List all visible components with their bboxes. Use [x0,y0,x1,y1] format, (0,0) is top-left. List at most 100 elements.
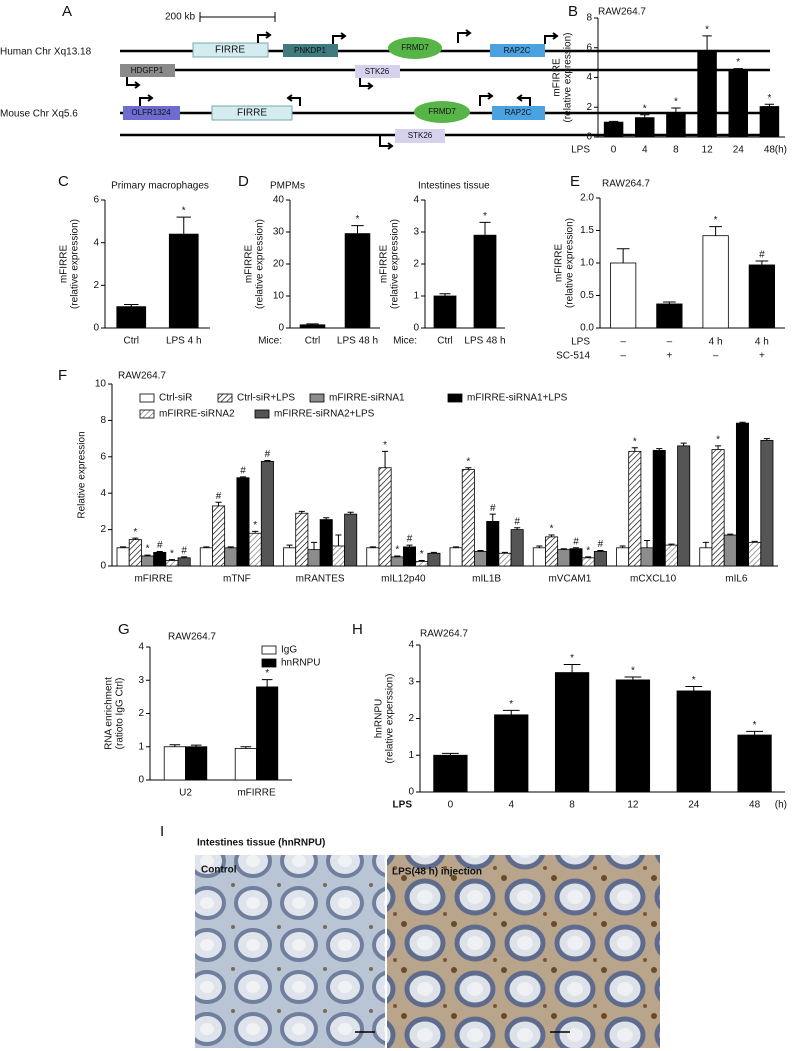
error-bar [619,545,626,548]
error-bar [394,555,401,557]
error-bar [168,559,175,561]
error-bar [298,510,305,514]
y-axis-label: (relative expression) [563,32,574,122]
gene [492,106,545,120]
bar [759,106,780,138]
y-axis-label: RNA enrichment [104,677,115,750]
bar [748,541,762,567]
bar [128,539,142,567]
bar [185,746,208,781]
y-tick-label: 1 [408,750,414,761]
y-tick-label: 10 [273,291,285,302]
y-tick-label: 40 [273,195,285,206]
bar [199,547,213,567]
significance-mark: * [133,527,137,538]
scale-label: 200 kb [165,12,195,23]
significance-mark: * [356,214,360,225]
x-row-value: – [620,351,626,362]
gene-label: FIRRE [237,108,267,119]
panel-letter: D [238,173,249,190]
y-tick-label: 2 [586,102,592,113]
x-tick-label: Ctrl [305,336,321,347]
significance-mark: * [420,549,424,560]
error-bar [181,556,188,558]
error-bar [671,107,681,113]
y-tick-label: 3 [413,227,419,238]
legend-label: mFIRRE-siRNA2+LPS [274,409,375,420]
x-row-value: – [667,337,673,348]
x-tick-label: 0 [611,145,617,156]
gene [120,64,175,77]
x-suffix: (h) [775,800,787,811]
significance-mark: * [483,211,487,222]
gene [388,37,442,59]
bar [427,552,441,567]
error-bar [418,560,425,562]
error-bar [335,534,342,546]
legend-swatch [254,409,270,419]
error-bar [261,679,273,687]
x-tick-label: 4 [642,145,648,156]
significance-mark: * [550,524,554,535]
legend-swatch [261,645,277,655]
bar [260,460,274,567]
bar [141,555,155,567]
bar [307,549,321,567]
error-bar [453,546,460,548]
error-bar [536,545,543,548]
bar [610,262,637,329]
error-bar [351,225,364,234]
bar [737,734,772,793]
y-tick-label: 1 [413,291,419,302]
bar [415,561,429,567]
bar [664,544,678,567]
x-tick-label: 8 [569,800,575,811]
y-tick-label: 6 [586,42,592,53]
significance-mark: # [265,449,271,460]
error-bar [240,746,252,749]
error-bar [702,35,712,53]
error-bar [124,304,139,307]
bar [295,512,309,567]
significance-mark: * [736,57,740,68]
error-bar [465,467,472,470]
legend-swatch [139,393,155,403]
panel-letter: C [58,173,69,190]
y-tick-label: 0.0 [580,323,594,334]
bar [677,445,691,567]
error-bar [656,448,663,451]
y-tick-label: 0 [278,323,284,334]
bar [248,532,262,567]
bar [256,686,279,781]
x-tick-label: 12 [702,145,714,156]
bar [165,560,179,567]
error-bar [514,527,521,530]
gene-label: STK26 [408,131,433,140]
significance-mark: * [633,436,637,447]
bar [390,556,404,567]
x-tick-label: mCXCL10 [630,574,677,585]
error-bar [215,501,222,506]
arrow [544,32,559,44]
legend-swatch [261,658,277,668]
y-axis-label: mFIRRE [59,245,70,284]
bar [319,519,333,567]
arrow [286,94,301,106]
chart-title: RAW264.7 [168,632,216,643]
y-tick-label: 4 [100,488,106,499]
error-bar [640,114,650,118]
chromosome-label: Mouse Chr Xq5.6 [0,109,78,120]
image-label: Control [201,865,237,876]
bar [545,536,559,567]
significance-mark: * [570,653,574,664]
y-tick-label: 0 [413,323,419,334]
bar [635,117,655,138]
error-bar [132,537,139,540]
error-bar [439,293,451,296]
bar [224,547,238,567]
arrow [479,92,494,106]
error-bar [709,226,722,236]
bar [676,690,711,793]
significance-mark: * [705,24,709,35]
error-bar [563,663,581,673]
